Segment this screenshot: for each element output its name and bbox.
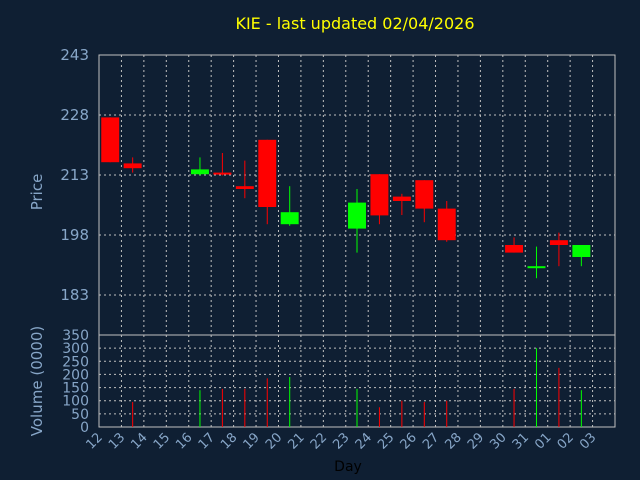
day-axis-label: Day (334, 459, 362, 475)
candlesticks (101, 117, 591, 279)
volume-axis-label: Volume (0000) (28, 326, 46, 436)
day-tick-label: 27 (420, 430, 442, 452)
price-tick-label: 213 (60, 166, 89, 184)
day-tick-label: 16 (173, 430, 195, 452)
candle-body (527, 266, 546, 269)
candle-body (190, 169, 209, 175)
day-tick-label: 26 (398, 430, 420, 452)
volume-tick-label: 0 (80, 420, 89, 436)
price-tick-label: 228 (60, 106, 89, 124)
volume-tick-label: 300 (62, 341, 89, 357)
candle-body (213, 172, 232, 175)
price-tick-label: 183 (60, 286, 89, 304)
day-tick-label: 23 (330, 430, 352, 452)
candle-body (348, 202, 366, 229)
day-tick-label: 31 (510, 430, 532, 452)
day-tick-label: 19 (241, 430, 263, 452)
day-tick-label: 25 (375, 430, 397, 452)
grid-lines (99, 55, 615, 427)
day-tick-label: 01 (532, 430, 554, 452)
candle-body (370, 174, 389, 216)
chart-title: KIE - last updated 02/04/2026 (235, 14, 474, 33)
day-tick-label: 22 (308, 430, 330, 452)
day-tick-label: 02 (555, 430, 577, 452)
candle-body (549, 240, 568, 245)
candle-body (437, 208, 456, 241)
day-tick-label: 18 (218, 430, 240, 452)
volume-tick-label: 50 (71, 407, 89, 423)
day-tick-label: 15 (151, 430, 173, 452)
volume-tick-label: 200 (62, 367, 89, 383)
price-axis-label: Price (28, 174, 46, 211)
day-tick-label: 03 (577, 430, 599, 452)
candle-body (235, 186, 254, 189)
day-tick-label: 28 (442, 430, 464, 452)
volume-tick-label: 100 (62, 394, 89, 410)
candle-body (415, 180, 434, 209)
volume-tick-label: 250 (62, 354, 89, 370)
candle-body (101, 117, 120, 163)
day-tick-label: 20 (263, 430, 285, 452)
volume-tick-label: 150 (62, 381, 89, 397)
day-tick-label: 30 (487, 430, 509, 452)
candle-body (572, 245, 591, 257)
volume-tick-label: 350 (62, 328, 89, 344)
volume-bars (132, 348, 582, 427)
day-tick-label: 29 (465, 430, 487, 452)
day-tick-label: 24 (353, 430, 375, 452)
price-tick-labels: 243 228 213 198 183 (60, 46, 89, 304)
day-tick-label: 13 (106, 430, 128, 452)
candle-body (123, 163, 142, 169)
day-tick-label: 14 (128, 430, 150, 452)
day-tick-label: 21 (285, 430, 307, 452)
candle-body (258, 139, 277, 207)
candle-body (392, 196, 411, 201)
day-tick-label: 17 (196, 430, 218, 452)
candle-body (280, 212, 299, 225)
candle-body (505, 245, 524, 253)
day-tick-labels: 12 13 14 15 16 17 18 19 20 21 22 23 24 25 26 27 28 29 30 31… (84, 430, 600, 452)
price-tick-label: 198 (60, 226, 89, 244)
price-tick-label: 243 (60, 46, 89, 64)
